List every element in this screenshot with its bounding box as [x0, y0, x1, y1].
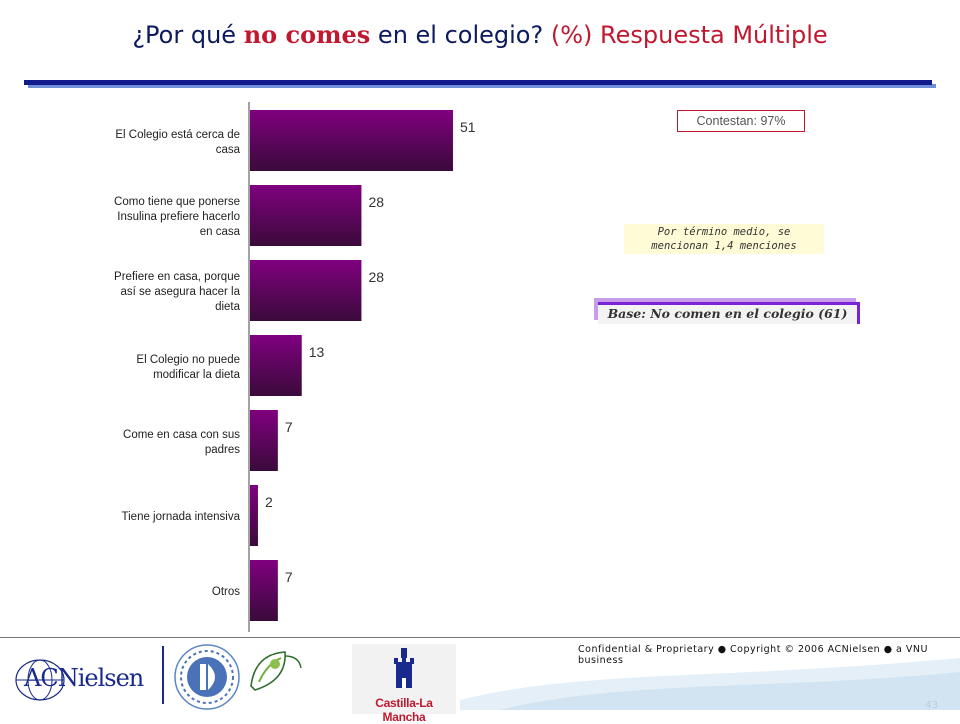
title-bold: no comes — [243, 20, 371, 49]
value-label-3: 28 — [368, 269, 384, 285]
footer-rule — [0, 637, 960, 638]
value-label-5: 7 — [285, 419, 293, 435]
value-label-7: 7 — [285, 569, 293, 585]
page-title: ¿Por qué no comes en el colegio? (%) Res… — [0, 20, 960, 49]
value-label-4: 13 — [309, 344, 325, 360]
logo-divider — [162, 646, 164, 704]
title-rule-shadow — [28, 84, 936, 88]
category-label-7: Otros — [211, 586, 240, 598]
base-label: Base: No comen en el colegio (61) — [598, 302, 860, 324]
acnielsen-logo: ACNielsen — [10, 650, 160, 710]
contestan-badge: Contestan: 97% — [677, 110, 805, 132]
acnielsen-globe-icon — [15, 659, 65, 701]
bar-3 — [250, 260, 362, 321]
title-part3: (%) Respuesta Múltiple — [550, 21, 828, 49]
category-label-1: El Colegio está cerca de casa — [115, 128, 240, 156]
fundacion-castilla-logo — [245, 646, 345, 710]
bar-7 — [250, 560, 278, 621]
bar-4 — [250, 335, 302, 396]
category-label-3: Prefiere en casa, porque así se asegura h… — [114, 271, 240, 313]
bar-1 — [250, 110, 453, 171]
leaf-icon — [250, 651, 302, 691]
bar-2 — [250, 185, 362, 246]
value-label-2: 28 — [368, 194, 384, 210]
category-label-6: Tiene jornada intensiva — [121, 511, 240, 523]
bar-6 — [250, 485, 258, 546]
bar-5 — [250, 410, 278, 471]
castle-icon — [394, 648, 414, 688]
castilla-la-mancha-logo: Castilla-La Mancha — [352, 644, 456, 724]
value-label-1: 51 — [460, 119, 476, 135]
bar-chart: 51 28 28 13 7 2 7 — [248, 102, 476, 632]
title-rule — [24, 80, 932, 85]
category-label-4: El Colegio no puede modificar la dieta — [136, 353, 240, 381]
category-label-2: Como tiene que ponerse Insulina prefiere … — [114, 196, 240, 238]
category-label-5: Come en casa con sus padres — [123, 428, 240, 456]
confidential-notice: Confidential & Proprietary ● Copyright ©… — [578, 644, 928, 666]
fundacion-diabetes-logo — [174, 644, 240, 710]
title-part2: en el colegio? — [370, 21, 551, 49]
mean-mentions-note: Por término medio, se mencionan 1,4 menc… — [624, 224, 824, 254]
base-box: Base: No comen en el colegio (61) — [594, 298, 860, 324]
value-label-6: 2 — [265, 494, 273, 510]
acnielsen-logo-text: ACNielsen — [24, 664, 144, 692]
title-part1: ¿Por qué — [132, 21, 244, 49]
footer-wave-decoration — [460, 658, 960, 710]
mean-note-line2: mencionan 1,4 menciones — [651, 240, 797, 252]
mean-note-line1: Por término medio, se — [657, 226, 791, 238]
